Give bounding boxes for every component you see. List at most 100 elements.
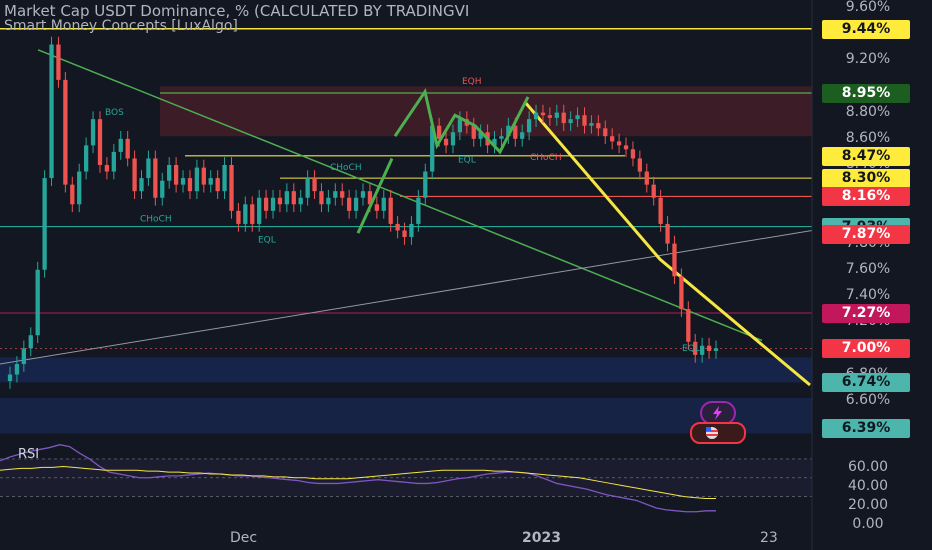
indicator-name[interactable]: Smart Money Concepts [LuxAlgo] <box>4 18 238 34</box>
candle-body <box>49 44 54 179</box>
candle-body <box>679 276 684 310</box>
price-badge: 6.74% <box>822 373 910 393</box>
candle-body <box>21 348 26 365</box>
price-badge: 8.47% <box>822 146 910 166</box>
candle-body <box>409 223 414 238</box>
demand-zone-upper <box>0 357 812 383</box>
price-pane <box>0 0 812 440</box>
candle-body <box>658 197 663 224</box>
green-trendline <box>37 49 763 342</box>
candle-body <box>56 44 61 80</box>
candle-body <box>270 197 276 211</box>
candle-body <box>263 197 269 211</box>
candle-body <box>132 158 137 192</box>
candle-body <box>77 171 82 205</box>
candle-body <box>603 128 608 137</box>
price-tick-label: 7.60% <box>845 260 891 277</box>
candle-body <box>381 197 386 211</box>
candle-body <box>582 115 587 126</box>
candle-body <box>319 191 324 205</box>
pattern-rise <box>356 157 394 234</box>
demand-zone-lower <box>0 398 812 434</box>
candle-body <box>423 171 428 198</box>
smc-annotation: BOS <box>105 108 124 118</box>
price-tick-label: 9.60% <box>845 0 891 15</box>
price-badge: 7.87% <box>822 225 910 245</box>
candle-body <box>637 158 643 172</box>
price-badge: 8.30% <box>822 169 910 189</box>
rsi-tick-label: 60.00 <box>847 459 889 476</box>
candle-body <box>305 178 310 198</box>
candle-body <box>526 119 532 133</box>
price-badge: 9.44% <box>822 19 910 39</box>
candle-body <box>125 138 130 159</box>
candle-body <box>298 197 303 205</box>
candle-body <box>478 132 483 139</box>
candle-body <box>180 178 186 185</box>
us-flag-icon[interactable] <box>690 422 746 444</box>
candle-body <box>547 115 553 118</box>
price-badge: 8.95% <box>822 83 910 103</box>
candle-body <box>533 112 539 120</box>
candle-body <box>520 132 525 139</box>
candle-body <box>568 119 573 124</box>
rsi-band <box>0 458 812 497</box>
candle-body <box>651 184 656 198</box>
smc-annotation: EQL <box>682 344 700 354</box>
candle-body <box>284 191 290 205</box>
candle-body <box>97 119 103 165</box>
candle-body <box>443 138 449 146</box>
candle-body <box>173 165 179 185</box>
candle-body <box>229 165 234 211</box>
candle-body <box>208 178 213 185</box>
candle-body <box>630 149 636 159</box>
candle-body <box>561 112 566 124</box>
price-tick-label: 9.20% <box>845 51 891 68</box>
candle-body <box>194 167 200 192</box>
smc-annotation: EQH <box>462 77 482 87</box>
candle-body <box>492 138 497 146</box>
candle-body <box>201 167 206 185</box>
time-tick-label: Dec <box>230 530 258 546</box>
candle-body <box>14 364 20 375</box>
price-tick-label: 6.60% <box>845 391 891 408</box>
candle-body <box>540 112 546 116</box>
candle-body <box>7 374 13 382</box>
candle-body <box>139 178 144 192</box>
candle-body <box>215 178 220 192</box>
rsi-tick-label: 40.00 <box>847 478 889 495</box>
candle-body <box>90 119 96 146</box>
candle-body <box>575 115 580 120</box>
candle-body <box>353 197 359 211</box>
candle-body <box>326 197 331 205</box>
candle-body <box>610 136 615 142</box>
price-badge: 8.16% <box>822 187 910 207</box>
smc-annotation: EQL <box>458 155 476 165</box>
candle-body <box>596 123 601 129</box>
price-badge: 7.00% <box>822 339 910 359</box>
candle-body <box>187 178 193 192</box>
candle-body <box>457 119 463 133</box>
candle-body <box>83 145 89 172</box>
candle-body <box>291 191 296 205</box>
candle-body <box>340 191 345 198</box>
candle-body <box>257 197 262 224</box>
chart-title: Market Cap USDT Dominance, % (CALCULATED… <box>4 2 470 20</box>
candle-body <box>616 141 622 146</box>
candle-body <box>70 184 75 205</box>
time-tick-label: 2023 <box>522 530 561 546</box>
price-tick-label: 8.60% <box>845 129 891 146</box>
candle-body <box>236 210 241 224</box>
candle-body <box>513 125 518 139</box>
candle-body <box>374 204 379 211</box>
candle-body <box>35 269 40 336</box>
candle-body <box>118 138 123 152</box>
candle-body <box>160 180 165 198</box>
candle-body <box>333 191 338 198</box>
candle-body <box>388 197 393 224</box>
candle-body <box>167 165 172 181</box>
candle-body <box>63 79 68 185</box>
smc-annotation: CHoCH <box>530 153 562 163</box>
candle-body <box>430 125 435 172</box>
